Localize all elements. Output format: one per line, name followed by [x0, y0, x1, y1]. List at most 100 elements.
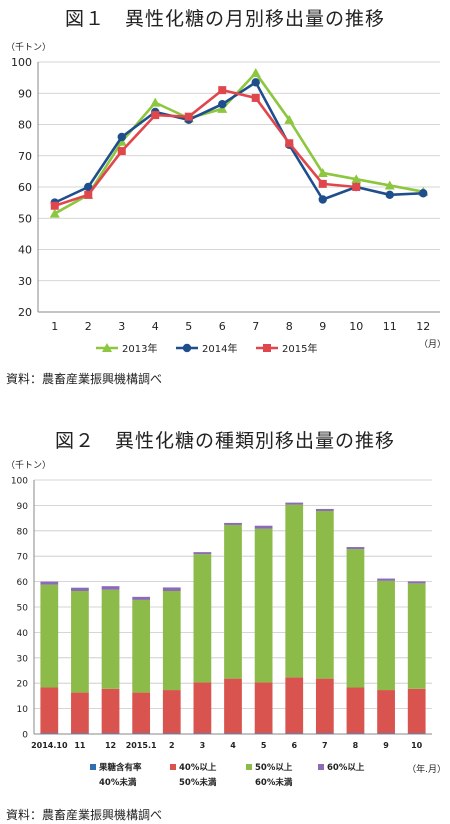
data-point [384, 180, 395, 190]
x-tick-label: 11 [383, 320, 397, 333]
data-point [117, 147, 126, 156]
bar-segment [193, 733, 212, 734]
x-tick-label: 4 [230, 741, 236, 750]
x-tick-label: 3 [200, 741, 206, 750]
bar-segment [193, 552, 212, 555]
legend-label: 40%以上 [179, 762, 217, 773]
legend-swatch [246, 764, 252, 770]
x-unit-label: （月） [419, 339, 446, 350]
legend-swatch [90, 764, 96, 770]
y-tick-label: 100 [11, 56, 32, 69]
bar-segment [346, 687, 365, 734]
x-tick-label: 5 [261, 741, 267, 750]
legend-label: 2014年 [202, 342, 237, 355]
x-tick-label: 2014.10 [31, 741, 68, 750]
x-tick-label: 5 [185, 320, 192, 333]
data-point [84, 182, 93, 192]
x-tick-label: 3 [118, 320, 125, 333]
series-line-2013年 [54, 71, 424, 215]
y-tick-label: 90 [17, 502, 29, 512]
bar-segment [315, 508, 334, 511]
bar-segment [407, 581, 426, 584]
data-point [251, 93, 260, 102]
stacked-bar-chart: （千トン） 0 10 20 30 40 50 60 70 80 90 100 2014.10 11 12 20… [6, 460, 446, 788]
bar-segment [315, 678, 334, 734]
bar-segment [285, 502, 304, 505]
bar-segment [377, 578, 395, 581]
data-point [150, 97, 161, 107]
y-tick-label: 20 [18, 306, 32, 319]
legend-label: 40%未満 [99, 777, 137, 788]
x-tick-label: 6 [219, 320, 226, 333]
y-unit-label: （千トン） [6, 42, 51, 53]
bar-segment [132, 692, 151, 734]
x-tick-label: 4 [152, 320, 159, 333]
bar-segment [315, 510, 334, 679]
bar-segment [40, 581, 59, 585]
x-tick-label: 2 [85, 320, 92, 333]
bar-segment [224, 524, 242, 679]
x-tick-label: 12 [416, 320, 430, 333]
bar-segment [346, 547, 365, 550]
data-point [318, 179, 327, 188]
x-tick-label: 9 [319, 320, 326, 333]
bar-segment [224, 678, 242, 734]
x-tick-label: 1 [51, 320, 58, 333]
y-tick-label: 60 [17, 578, 29, 588]
y-tick-label: 90 [18, 87, 32, 100]
x-tick-label: 9 [383, 741, 389, 750]
data-point [317, 167, 328, 177]
data-point [419, 189, 428, 198]
bar-segment [254, 682, 273, 734]
bar-segment [101, 688, 120, 734]
legend-label: 果糖含有率 [98, 762, 142, 773]
bar-segment [162, 590, 181, 691]
chart2-source: 資料：農畜産業振興機構調べ [6, 808, 163, 822]
bar-segment [40, 584, 59, 688]
x-unit-label: （年.月） [407, 763, 446, 775]
data-point [251, 78, 260, 87]
bar-segment [254, 525, 273, 529]
data-point [263, 344, 271, 352]
legend-label: 50%以上 [255, 762, 293, 773]
bar-segment [377, 690, 395, 734]
legend-label: 60%以上 [327, 762, 365, 773]
bar-segment [101, 586, 120, 590]
y-unit-label: （千トン） [6, 460, 51, 471]
y-tick-label: 0 [22, 731, 28, 741]
bar-segment [71, 587, 89, 591]
y-tick-label: 40 [18, 244, 32, 257]
legend-swatch [318, 764, 324, 770]
data-point [117, 132, 126, 142]
bar-segment [40, 687, 59, 734]
data-point [182, 343, 192, 353]
bar-segment [224, 522, 242, 525]
bar-segment [224, 733, 242, 734]
bar-segment [315, 733, 334, 734]
x-tick-label: 11 [74, 741, 86, 750]
bar-segment [101, 733, 120, 734]
y-tick-label: 30 [18, 275, 32, 288]
bar-segment [285, 504, 304, 678]
legend-label: 2013年 [122, 342, 157, 355]
data-point [218, 86, 227, 95]
data-point [49, 208, 60, 218]
y-tick-label: 40 [17, 629, 29, 639]
bar-segment [407, 583, 426, 689]
data-point [351, 174, 362, 184]
y-tick-label: 70 [18, 150, 32, 163]
x-tick-label: 10 [349, 320, 363, 333]
bar-segment [40, 733, 59, 734]
bar-segment [162, 733, 181, 734]
bar-segment [71, 733, 89, 734]
bar-segment [285, 677, 304, 734]
bar-segment [377, 733, 395, 734]
data-point [102, 343, 112, 352]
y-tick-label: 70 [17, 553, 29, 563]
bar-segment [407, 688, 426, 734]
chart1-source: 資料：農畜産業振興機構調べ [6, 372, 163, 386]
data-point [184, 112, 193, 121]
legend-label: 60%未満 [255, 777, 293, 788]
data-point [385, 190, 394, 200]
